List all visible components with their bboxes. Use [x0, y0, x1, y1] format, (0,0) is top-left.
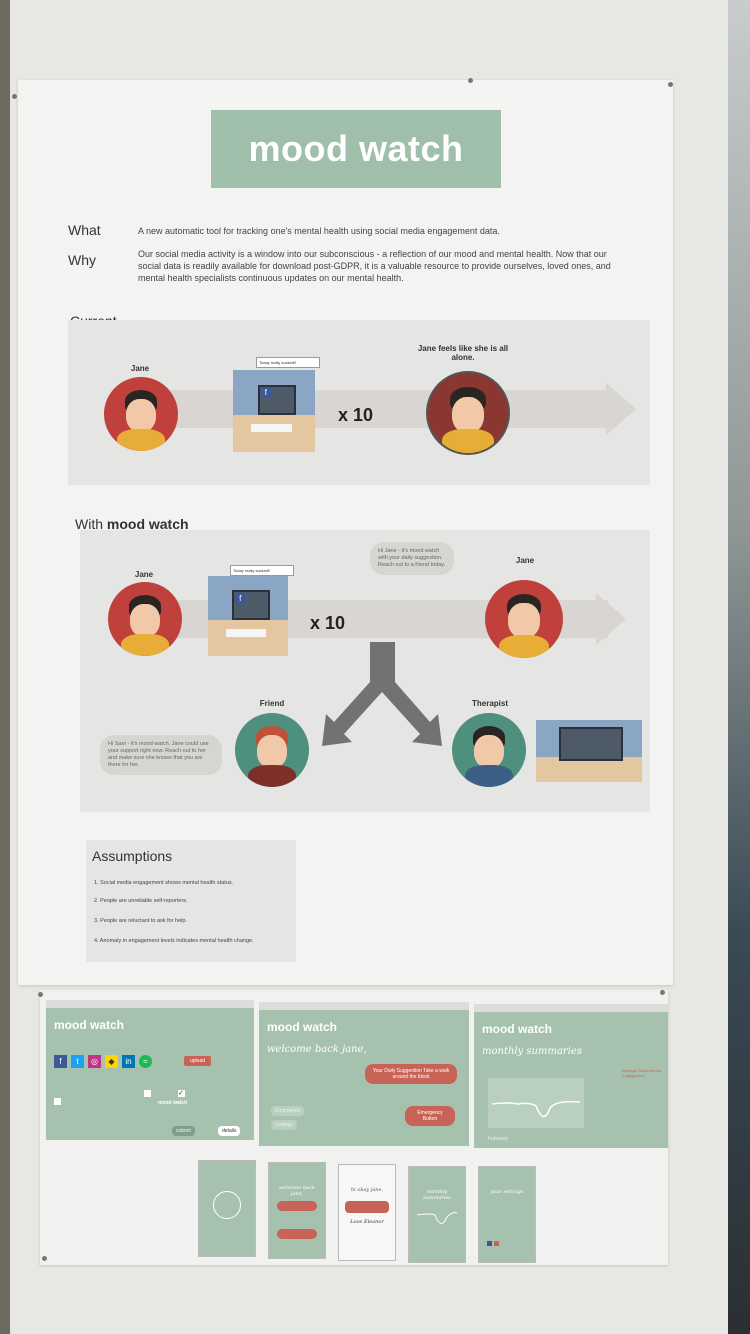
mood-watch-inline: mood watch — [158, 1100, 188, 1106]
phone-suggestion — [277, 1201, 317, 1211]
screens-poster: mood watch f t ◎ ◆ in ≈ upload ✓ mood wa… — [38, 990, 668, 1265]
phone-message-card — [345, 1201, 389, 1213]
post-note: Today really sucked!! — [230, 565, 294, 576]
facebook-icon: f — [54, 1055, 67, 1068]
chart-annotation: Average Social Media Engagement — [622, 1068, 661, 1078]
moodwatch-band: Jane Today really sucked!! f x 10 Hi Jan… — [80, 530, 650, 812]
month-label: February — [488, 1136, 509, 1142]
details-button[interactable]: details — [218, 1126, 241, 1136]
checkbox[interactable] — [54, 1098, 61, 1105]
multiplier: x 10 — [310, 613, 346, 633]
phone-signature: Love Eleanor — [350, 1219, 384, 1225]
jane-label-right: Jane — [515, 556, 535, 565]
computer-desk: f — [233, 370, 315, 452]
phone-chart-icon — [416, 1212, 458, 1224]
computer-desk: f — [208, 576, 288, 656]
summaries-screen: mood watch monthly summaries Average Soc… — [474, 1004, 668, 1148]
what-label: What — [68, 222, 101, 238]
jane-connected-avatar — [485, 580, 563, 658]
pin — [468, 78, 473, 83]
phone-splash — [198, 1160, 256, 1257]
social-icon — [494, 1241, 499, 1246]
assumptions-box: Assumptions 1. Social media engagement s… — [86, 840, 296, 962]
multiplier: x 10 — [338, 405, 374, 425]
engagement-chart — [488, 1078, 584, 1128]
upload-screen: mood watch f t ◎ ◆ in ≈ upload ✓ mood wa… — [46, 1000, 254, 1140]
phone-welcome: welcome back jane, — [279, 1185, 315, 1197]
therapist-avatar — [452, 713, 526, 787]
post-note: Today really sucked!! — [256, 357, 320, 368]
checkbox-checked[interactable]: ✓ — [178, 1090, 185, 1097]
facebook-icon: f — [235, 593, 246, 604]
arrow-head — [596, 593, 626, 645]
moodwatch-suggestion-bubble: Hi Jane - it's mood watch with your dail… — [370, 542, 454, 575]
friend-avatar — [235, 713, 309, 787]
summaries-button[interactable]: Summaries — [271, 1106, 305, 1116]
assumptions-title: Assumptions — [92, 848, 173, 864]
with-moodwatch-label: With mood watch — [75, 516, 189, 532]
phone-summaries: monthly summaries — [408, 1166, 466, 1263]
alone-label: Jane feels like she is all alone. — [417, 344, 509, 362]
screen-title: mood watch — [482, 1022, 553, 1036]
monthly-summaries-title: monthly summaries — [482, 1046, 582, 1057]
what-text: A new automatic tool for tracking one's … — [138, 226, 500, 236]
pin — [660, 990, 665, 995]
jane-alone-avatar — [426, 371, 510, 455]
facebook-icon: f — [260, 388, 271, 399]
phone-home: welcome back jane, — [268, 1162, 326, 1259]
poster-title-box: mood watch — [211, 110, 501, 188]
jane-label: Jane — [130, 364, 150, 373]
assumption-item: 3. People are reluctant to ask for help. — [94, 918, 187, 924]
phone-emergency — [277, 1229, 317, 1239]
therapist-dashboard — [536, 720, 642, 782]
spotify-icon: ≈ — [139, 1055, 152, 1068]
friend-label: Friend — [259, 699, 285, 708]
split-arrow-icon — [322, 642, 442, 746]
pin — [42, 1256, 47, 1261]
daily-suggestion-card[interactable]: Your Daily Suggestion Take a walk around… — [365, 1064, 457, 1084]
logo-icon — [213, 1191, 241, 1219]
settings-button[interactable]: Settings — [271, 1120, 298, 1130]
why-label: Why — [68, 252, 96, 268]
snapchat-icon: ◆ — [105, 1055, 118, 1068]
instagram-icon: ◎ — [88, 1055, 101, 1068]
screen-title: mood watch — [54, 1018, 125, 1032]
jane-avatar — [108, 582, 182, 656]
why-text: Our social media activity is a window in… — [138, 249, 611, 283]
welcome-text: welcome back jane, — [267, 1044, 367, 1055]
home-screen: mood watch welcome back jane, Your Daily… — [259, 1002, 469, 1146]
submit-button[interactable]: submit — [172, 1126, 195, 1136]
current-band: Jane Today really sucked!! f x 10 Jane f… — [68, 320, 650, 485]
pin — [668, 82, 673, 87]
facebook-icon — [487, 1241, 492, 1246]
therapist-label: Therapist — [471, 699, 508, 708]
pin — [12, 94, 17, 99]
assumption-item: 4. Anomaly in engagement levels indicate… — [94, 938, 254, 944]
arrow-head — [606, 383, 636, 435]
pin — [38, 992, 43, 997]
jane-label: Jane — [134, 570, 154, 579]
twitter-icon: t — [71, 1055, 84, 1068]
phone-message: hi okay jane, Love Eleanor — [338, 1164, 396, 1261]
jane-avatar — [104, 377, 178, 451]
assumption-item: 1. Social media engagement shows mental … — [94, 880, 234, 886]
friend-message-bubble: Hi Sam - it's mood watch. Jane could use… — [100, 735, 222, 775]
phone-greeting: hi okay jane, — [350, 1187, 384, 1193]
upload-button[interactable]: upload — [184, 1056, 212, 1066]
screen-title: mood watch — [267, 1020, 338, 1034]
phone-settings: your settings — [478, 1166, 536, 1263]
poster-title: mood watch — [248, 128, 464, 169]
engagement-line-icon — [491, 1100, 581, 1118]
assumption-item: 2. People are unreliable self-reporters. — [94, 898, 188, 904]
phone-summaries-title: monthly summaries — [423, 1189, 451, 1201]
timeline-arrow — [148, 390, 608, 428]
checkbox[interactable] — [144, 1090, 151, 1097]
main-poster: mood watch What A new automatic tool for… — [12, 78, 673, 985]
emergency-button[interactable]: Emergency Button — [405, 1106, 455, 1126]
phone-settings-title: your settings — [490, 1189, 524, 1195]
linkedin-icon: in — [122, 1055, 135, 1068]
